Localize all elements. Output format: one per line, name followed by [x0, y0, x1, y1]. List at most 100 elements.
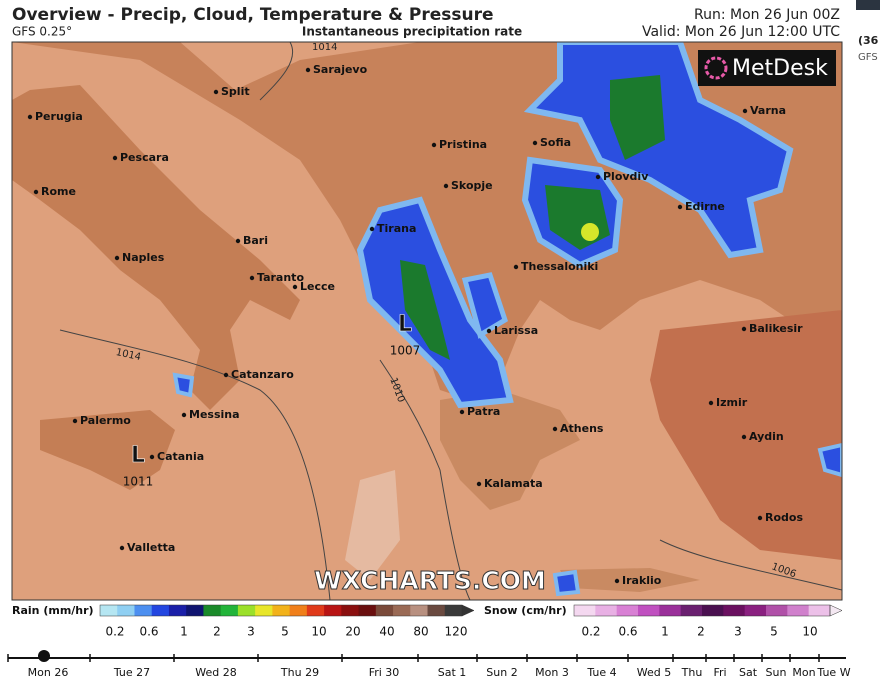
- city-label: Kalamata: [484, 477, 543, 490]
- color-step: [659, 605, 682, 616]
- city-dot: [249, 275, 255, 281]
- cloud: [345, 470, 400, 580]
- city-dot: [119, 545, 125, 551]
- timeline-label[interactable]: Sun: [766, 666, 787, 679]
- color-step: [272, 605, 291, 616]
- city-label: Thessaloniki: [521, 260, 598, 273]
- timeline-label[interactable]: Wed 28: [195, 666, 236, 679]
- color-step: [237, 605, 256, 616]
- city-dot: [757, 515, 763, 521]
- logo-box: [698, 50, 836, 86]
- timeline-label[interactable]: Thu 29: [280, 666, 319, 679]
- snow-tick-label: 3: [734, 625, 742, 639]
- color-frame: [99, 604, 463, 617]
- city-label: Larissa: [494, 324, 538, 337]
- isobars: [59, 42, 842, 600]
- timeline-label[interactable]: Fri: [713, 666, 726, 679]
- rain-tick-label: 3: [247, 625, 255, 639]
- land-crete: [560, 568, 700, 592]
- pressure-symbol: L: [131, 443, 145, 468]
- color-step: [100, 605, 118, 616]
- rain-tick-label: 80: [413, 625, 428, 639]
- timeline-handle[interactable]: [38, 650, 50, 662]
- color-step: [574, 605, 596, 616]
- color-step: [117, 605, 135, 616]
- isobar-label: 1014: [312, 42, 337, 53]
- city-dot: [476, 481, 482, 487]
- color-step: [702, 605, 724, 616]
- city-label: Rome: [41, 185, 76, 198]
- timeline-label[interactable]: Thu: [681, 666, 703, 679]
- timeline-label[interactable]: Fri 30: [369, 666, 400, 679]
- city-dot: [741, 434, 747, 440]
- rain-area: [172, 372, 195, 398]
- watermark: WXCHARTS.COM: [314, 566, 546, 595]
- city-dot: [459, 409, 465, 415]
- rain-tick-label: 0.2: [105, 625, 124, 639]
- city-dot: [552, 426, 558, 432]
- color-step: [808, 605, 831, 616]
- color-step: [255, 605, 273, 616]
- snow-tick-label: 1: [661, 625, 669, 639]
- city-label: Edirne: [685, 200, 725, 213]
- city-label: Taranto: [257, 271, 304, 284]
- city-label: Lecce: [300, 280, 335, 293]
- snow-tick-label: 2: [697, 625, 705, 639]
- color-step: [766, 605, 788, 616]
- color-step: [616, 605, 639, 616]
- timeline-label[interactable]: Tue 4: [586, 666, 616, 679]
- timeline-label[interactable]: Wed 5: [637, 666, 671, 679]
- timeline-label[interactable]: Sun 2: [486, 666, 517, 679]
- city-dot: [27, 114, 33, 120]
- city-label: Valletta: [127, 541, 175, 554]
- land-peloponnese: [440, 390, 580, 510]
- logo: MetDesk: [732, 56, 828, 81]
- city-label: Izmir: [716, 396, 748, 409]
- color-step: [341, 605, 360, 616]
- color-step: [220, 605, 239, 616]
- rain-area: [523, 42, 794, 259]
- city-dot: [708, 400, 714, 406]
- snow-tick-label: 5: [770, 625, 778, 639]
- city-label: Skopje: [451, 179, 493, 192]
- city-dot: [486, 328, 492, 334]
- rain-intense: [581, 223, 599, 241]
- timeline-label[interactable]: Tue 27: [113, 666, 150, 679]
- city-label: Perugia: [35, 110, 83, 123]
- side-run: (36: [858, 34, 879, 47]
- isobar: [59, 329, 331, 600]
- snow-colorbar: 0.2 0.6 1 2 3 5 10: [573, 604, 843, 639]
- side-tab: [856, 0, 880, 10]
- timeline-label[interactable]: Sat 1: [438, 666, 467, 679]
- color-step: [375, 605, 394, 616]
- color-arrow: [461, 604, 475, 617]
- rain-heavy: [610, 75, 665, 160]
- timeline-label[interactable]: Mon: [792, 666, 815, 679]
- city-dot: [305, 67, 311, 73]
- timeline-label[interactable]: Mon 26: [28, 666, 69, 679]
- land-anatolia: [650, 310, 842, 560]
- rain-area: [817, 442, 842, 478]
- city-label: Bari: [243, 234, 268, 247]
- city-dot: [223, 372, 229, 378]
- color-step: [444, 605, 463, 616]
- land-italy: [12, 85, 300, 410]
- timeline-label[interactable]: Mon 3: [535, 666, 569, 679]
- color-step: [744, 605, 767, 616]
- rain-legend-title: Rain (mm/hr): [12, 604, 94, 617]
- color-step: [393, 605, 411, 616]
- color-step: [787, 605, 810, 616]
- timeline-label[interactable]: Sat: [739, 666, 758, 679]
- side-model: GFS: [858, 52, 878, 63]
- timeline-label[interactable]: Tue W: [816, 666, 850, 679]
- color-step: [289, 605, 308, 616]
- city-label: Catanzaro: [231, 368, 294, 381]
- city-dot: [181, 412, 187, 418]
- color-step: [638, 605, 660, 616]
- city-label: Split: [221, 85, 250, 98]
- rain-tick-label: 120: [445, 625, 468, 639]
- rain-tick-label: 1: [180, 625, 188, 639]
- model: GFS 0.25°: [12, 25, 72, 39]
- color-step: [427, 605, 446, 616]
